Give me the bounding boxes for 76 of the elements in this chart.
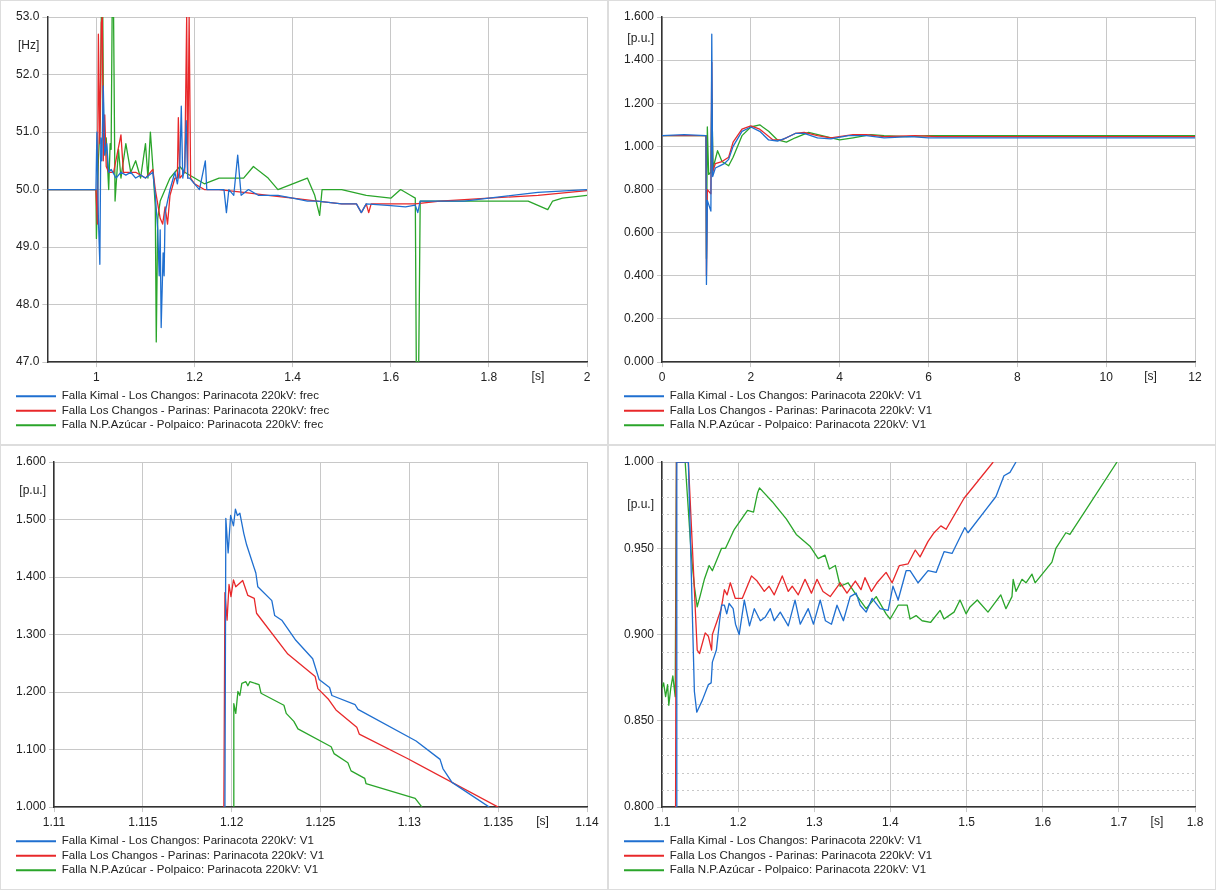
y-tick-label: 1.400 [624,52,655,67]
y-tick-label: 0.900 [624,626,655,641]
y-axis-title: [p.u.] [627,497,655,512]
y-tick-label: 0.800 [624,181,655,196]
legend-label: Falla N.P.Azúcar - Polpaico: Parinacota 220kV: frec [61,418,324,431]
y-tick-label: 1.000 [624,138,655,153]
x-tick-label: 1 [93,369,101,384]
x-axis-title: [s] [531,369,545,384]
y-tick-label: 0.950 [624,540,655,555]
y-tick-label: 49.0 [16,239,40,254]
y-tick-label: 0.850 [624,713,655,728]
y-tick-label: 1.300 [16,626,47,641]
legend-label: Falla N.P.Azúcar - Polpaico: Parinacota 220kV: V1 [669,418,927,431]
y-axis-title: [Hz] [18,38,40,53]
y-tick-label: 1.000 [624,454,655,469]
legend-label: Falla Kimal - Los Changos: Parinacota 220kV: frec [61,389,320,402]
legend-label: Falla Los Changos - Parinas: Parinacota 220kV: V1 [61,848,325,861]
x-tick-label: 1.8 [1186,814,1204,829]
legend-label: Falla Los Changos - Parinas: Parinacota 220kV: V1 [669,403,933,416]
x-tick-label: 1.6 [1034,814,1052,829]
y-tick-label: 1.200 [624,95,655,110]
x-tick-label: 1.13 [397,814,422,829]
x-tick-label: 1.125 [305,814,336,829]
y-tick-label: 1.400 [16,569,47,584]
x-tick-label: 1.3 [805,814,823,829]
y-tick-label: 1.200 [16,684,47,699]
x-tick-label: 1.14 [575,814,599,829]
legend-label: Falla Los Changos - Parinas: Parinacota 220kV: V1 [669,848,933,861]
y-tick-label: 48.0 [16,296,40,311]
legend-label: Falla N.P.Azúcar - Polpaico: Parinacota 220kV: V1 [61,863,319,876]
y-tick-label: 1.600 [16,454,47,469]
x-axis-title: [s] [1144,369,1157,384]
x-tick-label: 8 [1014,369,1021,384]
x-tick-label: 1.2 [186,369,204,384]
x-tick-label: 12 [1188,369,1202,384]
x-tick-label: 10 [1099,369,1114,384]
x-tick-label: 1.135 [483,814,514,829]
legend-label: Falla N.P.Azúcar - Polpaico: Parinacota 220kV: V1 [669,863,927,876]
y-tick-label: 51.0 [16,124,40,139]
y-tick-label: 52.0 [16,66,40,81]
y-tick-label: 0.600 [624,225,655,239]
x-tick-label: 0 [658,369,666,384]
x-tick-label: 1.1 [653,814,671,829]
y-tick-label: 0.800 [624,799,655,814]
x-axis-title: [s] [1150,814,1164,829]
y-axis-title: [p.u.] [627,30,655,45]
x-tick-label: 2 [747,369,755,384]
legend-label: Falla Kimal - Los Changos: Parinacota 220kV: V1 [669,389,922,402]
y-tick-label: 50.0 [16,181,40,196]
y-axis-title: [p.u.] [19,483,47,498]
x-tick-label: 1.6 [382,369,400,384]
x-tick-label: 1.4 [882,814,900,829]
x-tick-label: 1.5 [958,814,976,829]
y-tick-label: 0.000 [624,354,655,369]
x-tick-label: 1.4 [284,369,302,384]
x-tick-label: 4 [836,369,844,384]
x-tick-label: 1.8 [480,369,498,384]
y-tick-label: 1.600 [624,9,655,24]
x-axis-title: [s] [536,814,549,829]
x-tick-label: 1.7 [1110,814,1128,829]
legend-label: Falla Kimal - Los Changos: Parinacota 220kV: V1 [669,834,922,847]
x-tick-label: 1.115 [128,814,158,829]
y-tick-label: 53.0 [16,9,40,24]
y-tick-label: 1.000 [16,799,47,814]
legend-label: Falla Los Changos - Parinas: Parinacota 220kV: frec [61,403,330,416]
y-tick-label: 47.0 [16,354,40,369]
y-tick-label: 0.400 [624,268,655,283]
x-tick-label: 1.2 [729,814,747,829]
x-tick-label: 6 [925,369,933,384]
x-tick-label: 1.11 [42,814,66,829]
legend-label: Falla Kimal - Los Changos: Parinacota 220kV: V1 [61,834,314,847]
y-tick-label: 0.200 [624,311,655,326]
y-tick-label: 1.100 [16,741,47,756]
x-tick-label: 2 [583,369,591,384]
x-tick-label: 1.12 [220,814,244,829]
y-tick-label: 1.500 [16,511,47,526]
